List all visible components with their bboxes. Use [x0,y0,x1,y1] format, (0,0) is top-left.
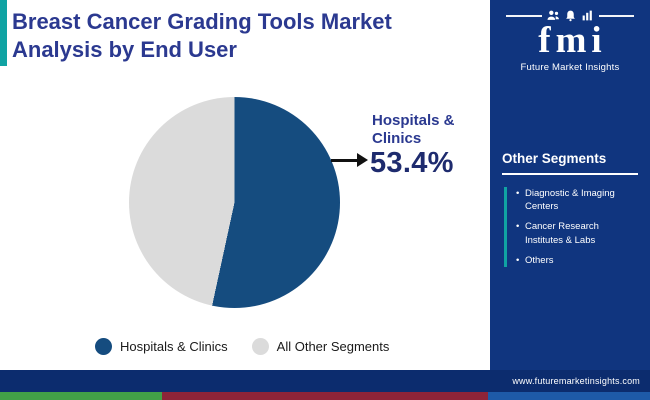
legend-label-others: All Other Segments [276,339,390,354]
list-item-research: Cancer Research Institutes & Labs [516,220,638,247]
callout-arrow-icon [357,153,368,167]
bar-chart-icon [582,10,592,21]
logo-icons [547,9,594,22]
bottom-stripe [0,392,650,400]
logo-icon-row [490,9,650,22]
logo-text: fmi [538,20,607,61]
legend-swatch-gray-icon [251,338,269,355]
callout-arrow-line [331,159,359,162]
footer-bar: www.futuremarketinsights.com [0,370,650,392]
stripe-green [0,392,162,400]
stripe-maroon [162,392,488,400]
logo-tagline: Future Market Insights [520,61,620,73]
logo-divider [506,14,542,17]
other-segments-list: Diagnostic & Imaging Centers Cancer Rese… [504,186,638,268]
other-segments-panel: Other Segments Diagnostic & Imaging Cent… [490,151,650,268]
page-title: Breast Cancer Grading Tools Market Analy… [12,9,392,63]
fmi-logo: fmi Future Market Insights [490,0,650,73]
legend-item-others: All Other Segments [251,338,390,355]
other-segments-heading: Other Segments [502,151,638,175]
callout-value: 53.4% [370,147,454,179]
stripe-blue [488,392,650,400]
chart-legend: Hospitals & Clinics All Other Segments [95,338,389,355]
legend-item-hospitals: Hospitals & Clinics [95,338,228,355]
footer-url[interactable]: www.futuremarketinsights.com [512,376,640,386]
people-icon [547,10,559,20]
list-item-diagnostic: Diagnostic & Imaging Centers [516,187,638,214]
callout-label: Hospitals & Clinics [372,112,455,147]
pie-chart [129,97,340,308]
corner-accent [0,0,7,66]
logo-divider [598,14,634,17]
legend-label-hospitals: Hospitals & Clinics [120,339,228,354]
list-item-others: Others [516,254,638,268]
bell-icon [565,10,575,22]
legend-swatch-blue-icon [95,338,112,355]
sidebar: fmi Future Market Insights Other Segment… [490,0,650,392]
